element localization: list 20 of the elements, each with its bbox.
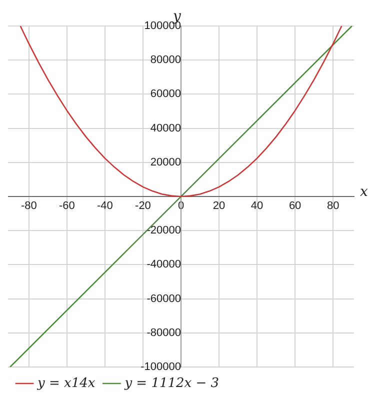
y-tick-label: 20000 bbox=[150, 156, 181, 168]
legend-label: y = x14x bbox=[36, 376, 96, 391]
y-tick-label: -40000 bbox=[146, 258, 181, 271]
x-tick-label: -40 bbox=[97, 200, 113, 212]
x-axis-title: x bbox=[360, 184, 368, 200]
legend-label: y = 1112x − 3 bbox=[124, 376, 220, 391]
y-tick-label: -20000 bbox=[146, 224, 181, 237]
y-tick-label: 80000 bbox=[150, 54, 181, 66]
y-tick-label: -80000 bbox=[146, 326, 181, 339]
y-tick-label: 40000 bbox=[150, 122, 181, 134]
y-tick-label: -100000 bbox=[140, 361, 181, 374]
x-tick-label: 20 bbox=[212, 200, 226, 212]
y-tick-label: -60000 bbox=[146, 292, 181, 305]
x-tick-label: 60 bbox=[288, 200, 302, 212]
x-tick-label: -20 bbox=[135, 200, 151, 212]
x-tick-label: -60 bbox=[58, 200, 75, 212]
x-tick-label: 80 bbox=[326, 200, 340, 212]
x-tick-label: -80 bbox=[20, 200, 37, 212]
y-tick-label: 60000 bbox=[150, 88, 181, 100]
x-tick-label: 40 bbox=[250, 200, 264, 212]
